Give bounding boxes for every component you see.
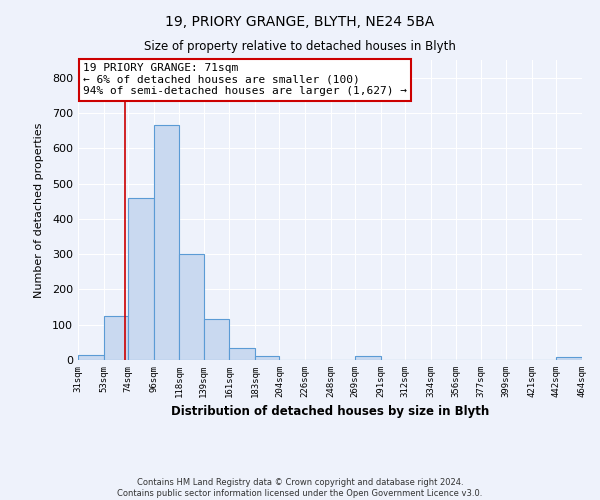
Bar — [128, 198, 154, 360]
Bar — [78, 354, 104, 360]
Bar — [179, 254, 204, 360]
Bar — [104, 316, 128, 360]
Y-axis label: Number of detached properties: Number of detached properties — [34, 122, 44, 298]
Bar — [204, 320, 229, 360]
Bar — [154, 126, 179, 360]
Text: 19 PRIORY GRANGE: 71sqm
← 6% of detached houses are smaller (100)
94% of semi-de: 19 PRIORY GRANGE: 71sqm ← 6% of detached… — [83, 63, 407, 96]
Bar — [255, 356, 280, 360]
Bar — [556, 357, 582, 360]
Text: Size of property relative to detached houses in Blyth: Size of property relative to detached ho… — [144, 40, 456, 53]
Text: Contains HM Land Registry data © Crown copyright and database right 2024.
Contai: Contains HM Land Registry data © Crown c… — [118, 478, 482, 498]
X-axis label: Distribution of detached houses by size in Blyth: Distribution of detached houses by size … — [171, 406, 489, 418]
Bar — [355, 356, 380, 360]
Bar — [229, 348, 255, 360]
Text: 19, PRIORY GRANGE, BLYTH, NE24 5BA: 19, PRIORY GRANGE, BLYTH, NE24 5BA — [166, 15, 434, 29]
